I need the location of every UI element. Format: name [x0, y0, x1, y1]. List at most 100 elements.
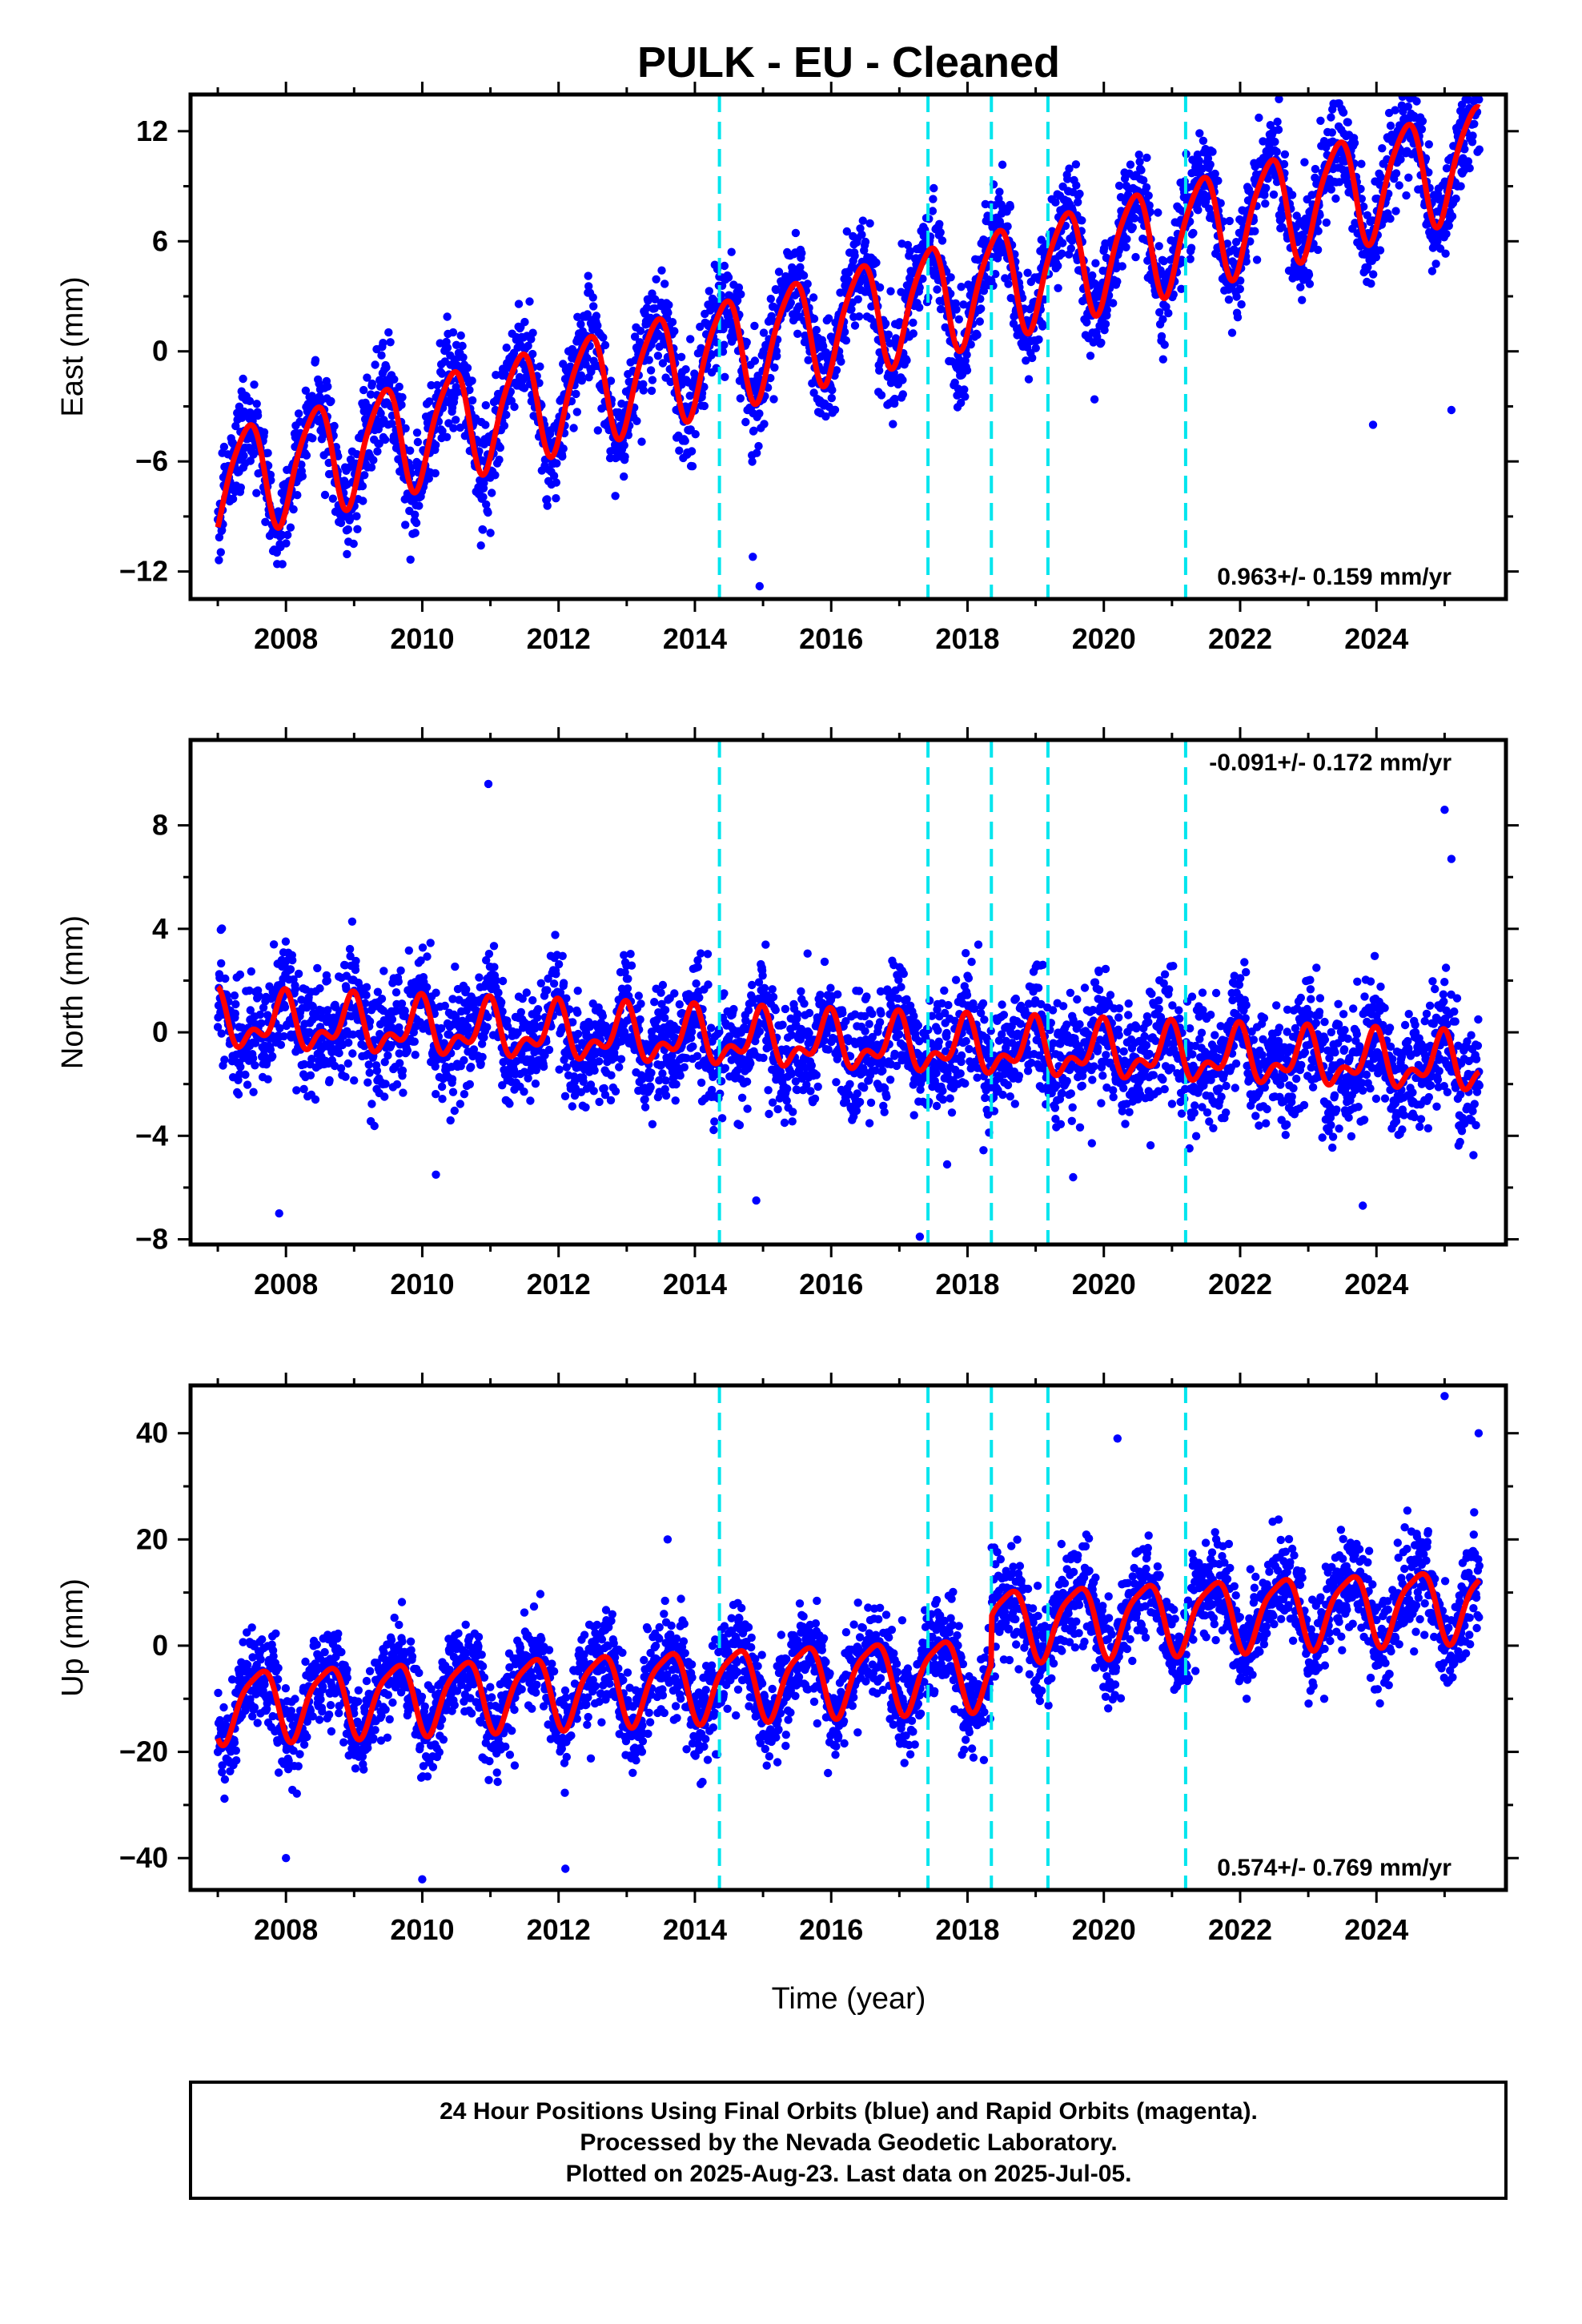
data-point — [1090, 395, 1099, 404]
data-point — [460, 1090, 469, 1099]
data-point — [336, 1063, 346, 1073]
data-point — [1280, 150, 1290, 159]
data-point — [1186, 255, 1195, 263]
data-point — [589, 302, 598, 311]
data-point — [335, 1048, 343, 1058]
data-point — [611, 1087, 620, 1096]
data-point — [412, 428, 422, 437]
data-point — [1260, 191, 1269, 199]
data-point — [552, 494, 560, 503]
data-point — [909, 329, 918, 338]
data-point — [311, 356, 320, 364]
data-point — [1024, 375, 1034, 384]
data-point — [832, 366, 841, 375]
data-point — [1169, 290, 1178, 299]
data-point — [543, 986, 552, 995]
data-point — [872, 258, 881, 267]
data-point — [1316, 116, 1325, 125]
data-point — [658, 359, 668, 368]
data-point — [286, 965, 295, 974]
data-point — [1269, 190, 1279, 199]
data-point — [770, 363, 779, 372]
data-point — [484, 1012, 492, 1022]
data-point — [671, 1096, 680, 1105]
data-point — [531, 1080, 540, 1088]
data-point — [1357, 159, 1366, 168]
data-point — [494, 988, 503, 997]
data-point — [1223, 239, 1232, 248]
data-point — [1252, 255, 1262, 264]
data-point — [998, 160, 1007, 169]
data-point — [1051, 198, 1060, 207]
data-point — [1154, 242, 1163, 251]
data-point — [292, 1086, 301, 1095]
data-point — [1122, 235, 1131, 243]
data-point — [525, 297, 534, 306]
data-point — [842, 227, 852, 236]
data-point — [412, 518, 421, 528]
data-point — [627, 961, 636, 970]
data-point — [1431, 259, 1440, 268]
data-point — [352, 512, 361, 521]
data-point — [1028, 353, 1037, 363]
data-point — [330, 421, 339, 431]
data-point — [1255, 113, 1263, 123]
data-point — [468, 376, 476, 385]
data-point — [576, 320, 585, 329]
data-point — [1038, 322, 1047, 331]
data-point — [426, 939, 435, 947]
data-point — [261, 517, 270, 526]
data-point — [670, 989, 679, 998]
data-point — [854, 312, 864, 321]
data-point — [390, 375, 399, 384]
data-point — [413, 437, 423, 447]
data-point — [1417, 125, 1427, 134]
data-point — [600, 340, 610, 350]
data-point — [298, 472, 307, 480]
data-point — [670, 327, 679, 336]
data-point — [371, 360, 379, 369]
data-point — [387, 1015, 397, 1024]
data-point — [380, 1092, 389, 1101]
data-point — [850, 321, 860, 330]
data-point — [1097, 338, 1106, 348]
data-point — [1162, 302, 1170, 312]
data-point — [1367, 279, 1375, 288]
data-point — [1225, 216, 1235, 226]
data-point — [559, 979, 568, 987]
data-point — [216, 548, 225, 557]
data-point — [383, 1051, 392, 1060]
data-point — [577, 376, 586, 385]
data-point — [398, 392, 407, 402]
data-point — [359, 497, 367, 505]
data-point — [973, 331, 982, 340]
data-point — [410, 1037, 419, 1046]
data-point — [345, 944, 355, 954]
data-point — [650, 998, 659, 1007]
data-point — [991, 270, 1000, 279]
data-point — [387, 419, 396, 428]
data-point — [401, 424, 410, 433]
data-point — [411, 510, 420, 519]
data-point-outlier — [1329, 99, 1338, 108]
data-point — [320, 490, 330, 500]
data-point — [269, 940, 279, 949]
data-point — [347, 917, 357, 927]
data-point — [771, 1006, 780, 1015]
data-point — [1375, 246, 1385, 255]
data-point — [392, 1080, 402, 1089]
data-point — [458, 341, 467, 351]
data-point — [717, 1114, 727, 1123]
data-point — [363, 1078, 372, 1087]
data-point — [451, 962, 460, 971]
data-point — [687, 447, 697, 456]
data-point — [1274, 125, 1283, 135]
data-point — [1126, 160, 1135, 169]
data-point — [688, 462, 697, 471]
data-point — [440, 1001, 449, 1011]
data-point — [524, 341, 532, 351]
data-point — [1154, 208, 1162, 217]
data-point — [938, 236, 947, 245]
data-point — [397, 999, 407, 1008]
